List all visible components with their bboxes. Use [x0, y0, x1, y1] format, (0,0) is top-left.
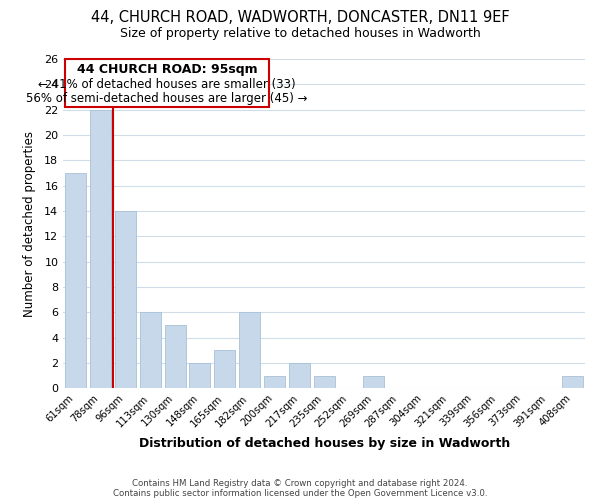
Text: Contains public sector information licensed under the Open Government Licence v3: Contains public sector information licen…	[113, 488, 487, 498]
Bar	[214, 350, 235, 388]
Text: 44, CHURCH ROAD, WADWORTH, DONCASTER, DN11 9EF: 44, CHURCH ROAD, WADWORTH, DONCASTER, DN…	[91, 10, 509, 25]
Bar	[164, 325, 185, 388]
Bar	[115, 211, 136, 388]
Bar	[562, 376, 583, 388]
Text: Size of property relative to detached houses in Wadworth: Size of property relative to detached ho…	[119, 28, 481, 40]
Y-axis label: Number of detached properties: Number of detached properties	[23, 130, 36, 316]
Bar	[190, 363, 211, 388]
Text: Contains HM Land Registry data © Crown copyright and database right 2024.: Contains HM Land Registry data © Crown c…	[132, 478, 468, 488]
Bar	[264, 376, 285, 388]
Bar	[140, 312, 161, 388]
Text: ← 41% of detached houses are smaller (33): ← 41% of detached houses are smaller (33…	[38, 78, 296, 90]
Bar	[363, 376, 385, 388]
X-axis label: Distribution of detached houses by size in Wadworth: Distribution of detached houses by size …	[139, 437, 510, 450]
Bar	[314, 376, 335, 388]
Bar	[239, 312, 260, 388]
Text: 44 CHURCH ROAD: 95sqm: 44 CHURCH ROAD: 95sqm	[77, 63, 257, 76]
Bar	[289, 363, 310, 388]
Text: 56% of semi-detached houses are larger (45) →: 56% of semi-detached houses are larger (…	[26, 92, 308, 105]
Bar	[65, 59, 269, 107]
Bar	[90, 110, 111, 388]
Bar	[65, 173, 86, 388]
